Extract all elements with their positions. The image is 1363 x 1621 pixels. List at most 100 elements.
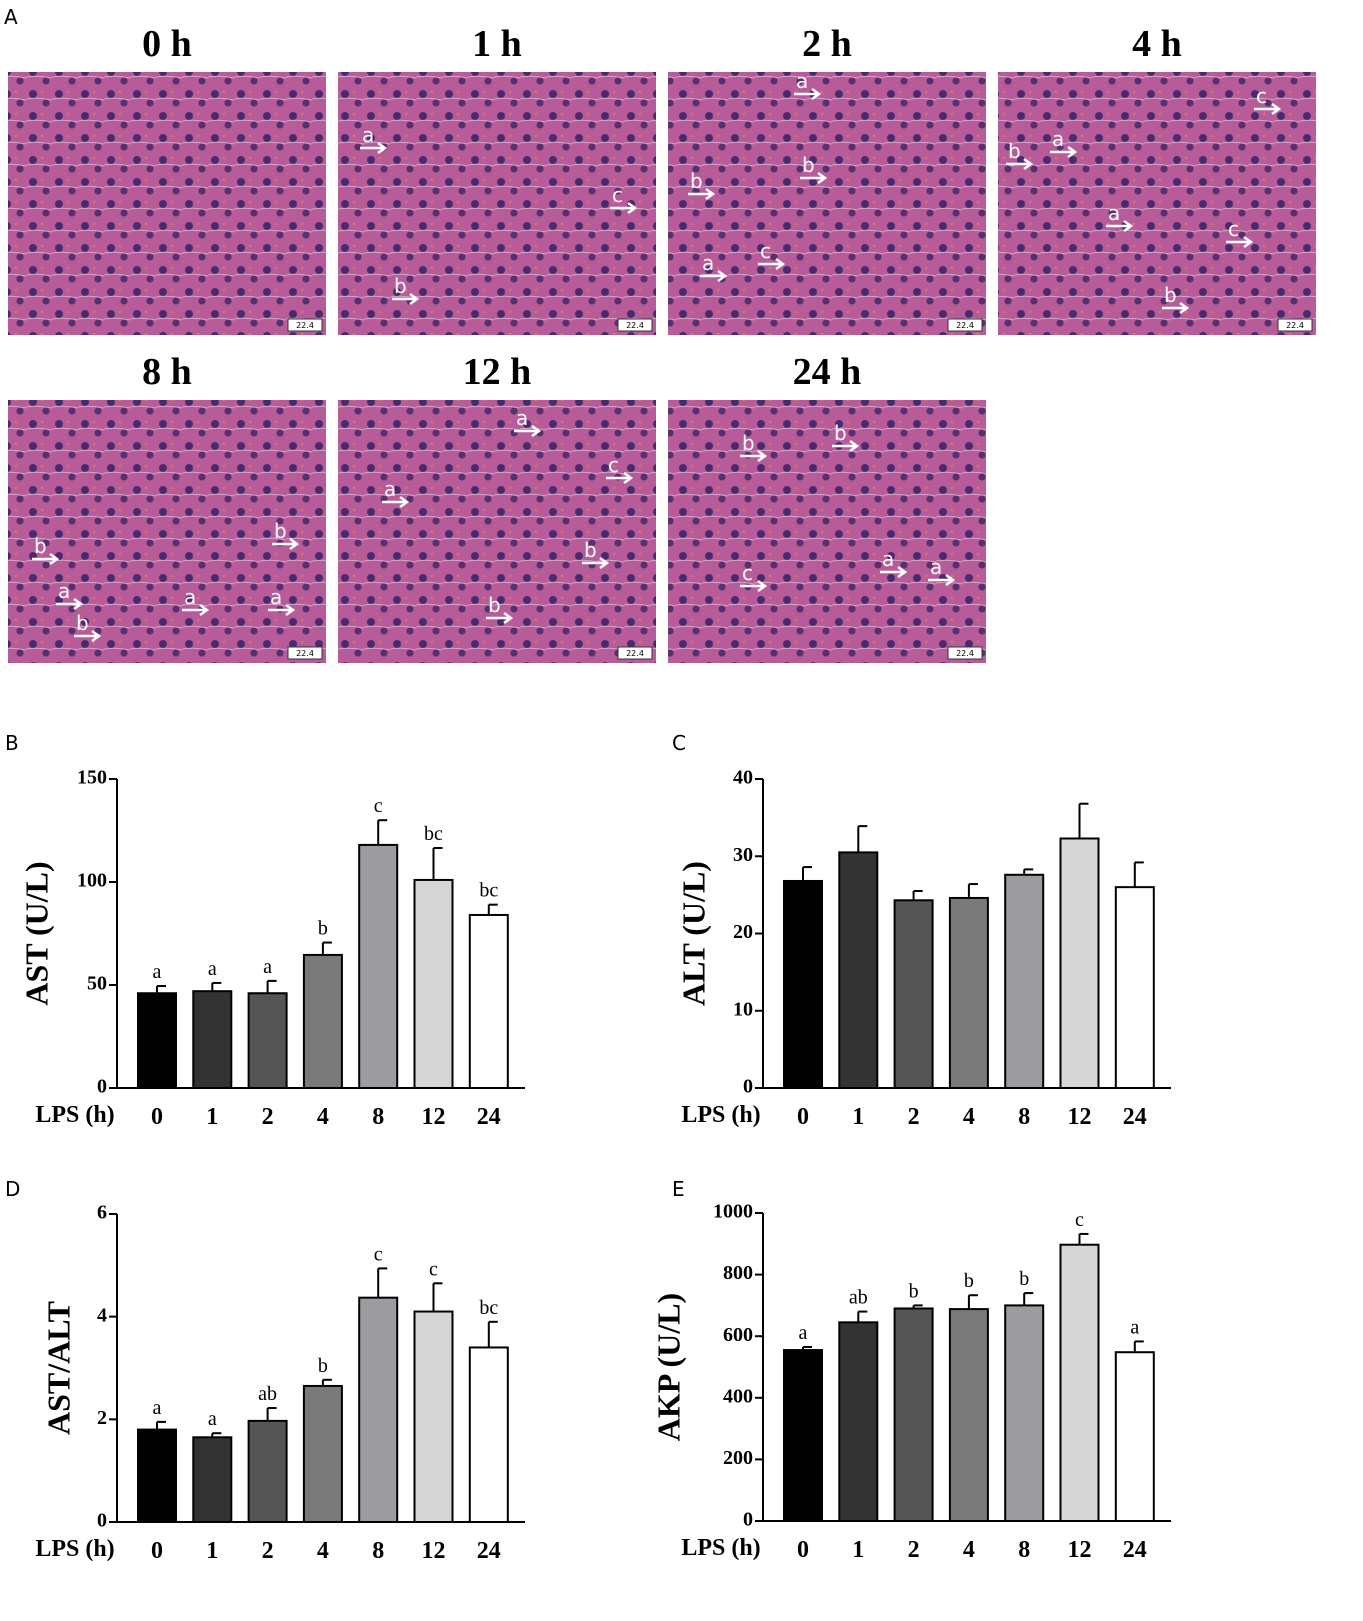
bar [1004, 1304, 1045, 1523]
x-tick-label: 8 [1018, 1537, 1030, 1563]
y-tick-label: 0 [97, 1510, 107, 1532]
x-tick-label: 1 [852, 1104, 864, 1130]
significance-label: b [909, 1280, 919, 1302]
arrow [740, 579, 768, 593]
arrow [74, 629, 102, 643]
scale-bar-box [617, 318, 653, 332]
arrow [758, 257, 786, 271]
x-tick-label: 0 [797, 1104, 809, 1130]
significance-label: b [964, 1270, 974, 1292]
arrow-label: a [796, 69, 808, 93]
arrow-label: b [488, 593, 501, 617]
bar [192, 1436, 233, 1524]
scale-bar-label: 22.4 [956, 649, 974, 658]
y-tick-label: 800 [723, 1262, 753, 1284]
arrow [610, 201, 638, 215]
bar [358, 1296, 399, 1523]
arrow-label: c [1228, 217, 1239, 241]
significance-label: c [374, 1243, 383, 1265]
x-tick-label: 2 [262, 1538, 274, 1564]
significance-label: ab [849, 1287, 868, 1309]
arrow-label: a [1108, 201, 1120, 225]
bar [468, 913, 509, 1090]
arrow [688, 187, 716, 201]
bar [302, 953, 343, 1090]
arrow [514, 424, 542, 438]
bar [137, 992, 177, 1089]
bar [1059, 1243, 1100, 1522]
significance-label: ab [258, 1383, 277, 1405]
image-title: 1 h [472, 23, 522, 65]
y-tick-label: 0 [97, 1076, 107, 1098]
significance-label: b [318, 1355, 328, 1377]
x-tick-label: 12 [422, 1104, 446, 1130]
bar [247, 1419, 288, 1523]
bar [413, 1310, 454, 1523]
x-axis-label: LPS (h) [35, 1536, 114, 1562]
arrow-label: c [1256, 84, 1267, 108]
scale-bar-label: 22.4 [1286, 321, 1304, 330]
significance-label: bc [479, 880, 498, 902]
arrow [486, 611, 514, 625]
x-tick-label: 0 [151, 1104, 163, 1130]
y-axis-label: AST (U/L) [18, 861, 54, 1005]
significance-label: bc [479, 1297, 498, 1319]
x-tick-label: 24 [477, 1104, 501, 1130]
y-tick-label: 600 [723, 1324, 753, 1346]
x-tick-label: 0 [797, 1537, 809, 1563]
panel-label: B [5, 731, 19, 755]
x-tick-label: 4 [963, 1537, 975, 1563]
significance-label: a [153, 1397, 162, 1419]
x-tick-label: 8 [372, 1538, 384, 1564]
scale-bar-label: 22.4 [626, 321, 644, 330]
arrow-label: c [608, 453, 619, 477]
bar [1004, 873, 1045, 1089]
arrow-label: a [58, 579, 70, 603]
bar [838, 1321, 879, 1522]
arrow [392, 292, 420, 306]
x-tick-label: 8 [372, 1104, 384, 1130]
bar [838, 851, 879, 1090]
arrow [272, 537, 300, 551]
arrow-label: b [742, 431, 755, 455]
x-tick-label: 0 [151, 1538, 163, 1564]
y-tick-label: 20 [733, 921, 753, 943]
panel-label: D [5, 1177, 20, 1201]
bar [1114, 886, 1155, 1090]
y-tick-label: 200 [723, 1447, 753, 1469]
scale-bar-label: 22.4 [956, 321, 974, 330]
arrow [1006, 157, 1034, 171]
y-axis-label: AST/ALT [40, 1301, 76, 1435]
arrow [800, 171, 828, 185]
bar [192, 990, 233, 1089]
x-tick-label: 4 [963, 1104, 975, 1130]
x-tick-label: 12 [1068, 1537, 1092, 1563]
arrow-label: b [1164, 283, 1177, 307]
arrow-label: c [742, 561, 753, 585]
arrow-label: b [274, 519, 287, 543]
arrow [32, 552, 60, 566]
significance-label: bc [424, 823, 443, 845]
scale-bar-label: 22.4 [626, 649, 644, 658]
scale-bar-box [287, 646, 323, 660]
arrow-label: a [702, 251, 714, 275]
arrow [928, 573, 956, 587]
panel-label: E [672, 1177, 685, 1201]
bar [413, 878, 454, 1089]
y-tick-label: 10 [733, 998, 753, 1020]
arrow [832, 439, 860, 453]
arrow-label: a [184, 585, 196, 609]
scale-bar-label: 22.4 [296, 321, 314, 330]
x-tick-label: 24 [477, 1538, 501, 1564]
significance-label: a [208, 958, 217, 980]
micrograph [338, 400, 656, 663]
y-tick-label: 150 [77, 767, 107, 789]
x-axis-label: LPS (h) [35, 1102, 114, 1128]
bar [948, 1308, 989, 1522]
y-tick-label: 0 [743, 1076, 753, 1098]
y-tick-label: 1000 [713, 1201, 753, 1223]
arrow [1226, 235, 1254, 249]
arrow-label: b [394, 274, 407, 298]
significance-label: c [429, 1258, 438, 1280]
